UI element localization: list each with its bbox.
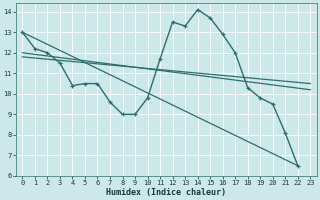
X-axis label: Humidex (Indice chaleur): Humidex (Indice chaleur) [106, 188, 226, 197]
